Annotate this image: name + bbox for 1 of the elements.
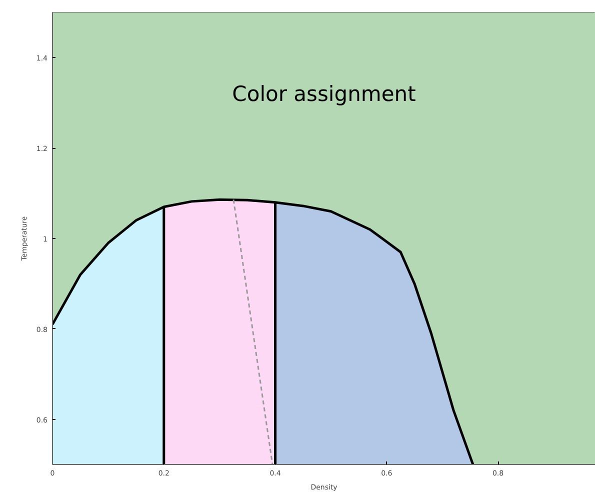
annotation: Color assignment — [232, 82, 416, 106]
